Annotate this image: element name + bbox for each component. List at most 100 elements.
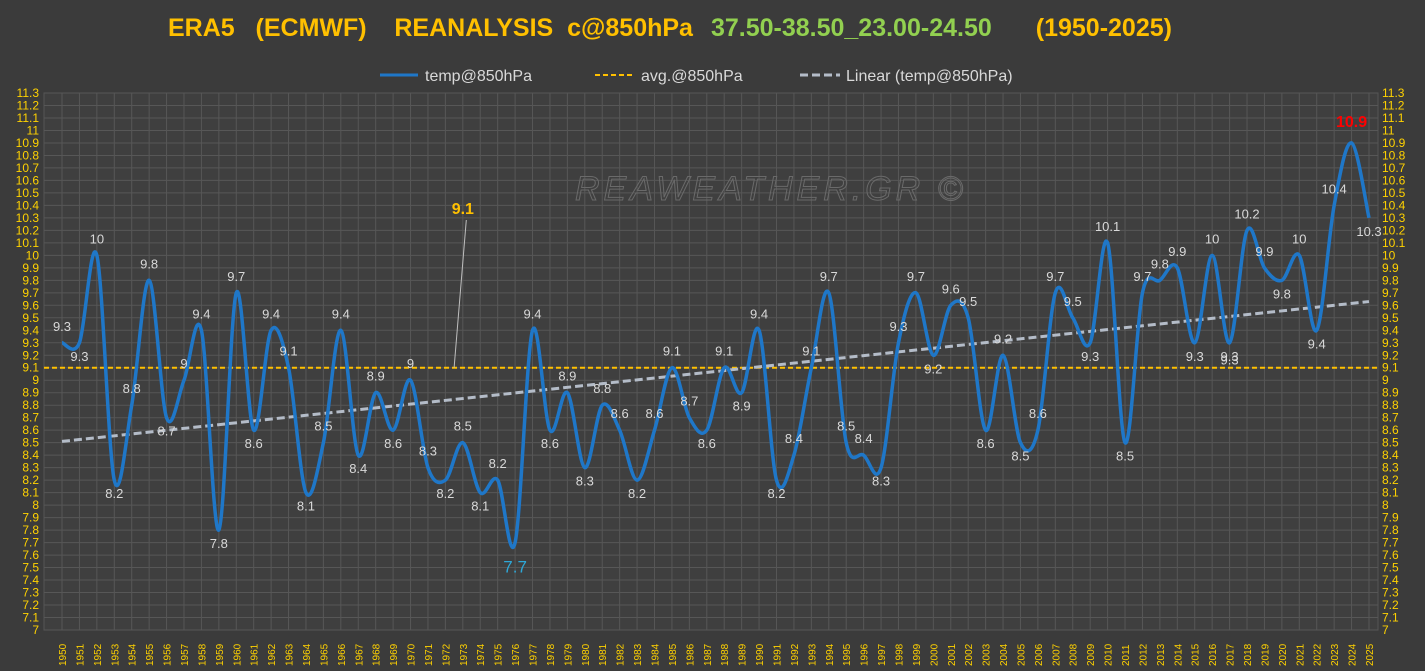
data-label: 8.4 bbox=[785, 431, 803, 446]
x-tick-label: 2001 bbox=[947, 643, 958, 666]
x-tick-label: 1992 bbox=[790, 643, 801, 666]
data-label: 7.8 bbox=[210, 536, 228, 551]
data-label: 8.8 bbox=[593, 381, 611, 396]
x-tick-label: 2002 bbox=[964, 643, 975, 666]
x-tick-label: 1999 bbox=[912, 643, 923, 666]
y-tick-label-right: 7.6 bbox=[1382, 548, 1399, 562]
y-tick-label-right: 8.2 bbox=[1382, 473, 1399, 487]
x-tick-label: 2019 bbox=[1260, 643, 1271, 666]
x-tick-label: 1968 bbox=[372, 643, 383, 666]
y-tick-label-left: 8.7 bbox=[22, 411, 39, 425]
x-tick-label: 1982 bbox=[616, 643, 627, 666]
y-tick-label-right: 7.1 bbox=[1382, 611, 1399, 625]
data-label: 8.6 bbox=[645, 406, 663, 421]
x-tick-label: 1957 bbox=[180, 643, 191, 666]
axis-ticks: 7 77.1 7.17.2 7.27.3 7.37.4 7.47.5 7.57.6 7.67.… bbox=[16, 86, 1406, 666]
x-tick-label: 1966 bbox=[337, 643, 348, 666]
y-tick-label-right: 8.7 bbox=[1382, 411, 1399, 425]
x-tick-label: 1953 bbox=[110, 643, 121, 666]
data-label: 8.2 bbox=[105, 486, 123, 501]
data-label: 10.9 bbox=[1336, 114, 1367, 131]
x-tick-label: 2017 bbox=[1226, 643, 1237, 666]
data-label: 9.3 bbox=[70, 349, 88, 364]
legend-avg-label: avg.@850hPa bbox=[641, 68, 743, 85]
data-label: 9.8 bbox=[1273, 286, 1291, 301]
title-part-3: (1950-2025) bbox=[1036, 14, 1172, 42]
x-tick-label: 1970 bbox=[407, 643, 418, 666]
temp-line-path bbox=[61, 141, 1371, 549]
chart-title: ERA5 (ECMWF) REANALYSIS c@850hPa 37.50-38… bbox=[168, 14, 1172, 42]
data-label: 9.7 bbox=[907, 269, 925, 284]
data-label: 9.4 bbox=[750, 306, 768, 321]
y-tick-label-left: 7.8 bbox=[22, 523, 39, 537]
x-tick-label: 1979 bbox=[563, 643, 574, 666]
y-tick-label-left: 7.3 bbox=[22, 586, 39, 600]
x-tick-label: 2013 bbox=[1156, 643, 1167, 666]
data-label: 9.8 bbox=[140, 256, 158, 271]
y-tick-label-left: 10.3 bbox=[16, 211, 40, 225]
data-label: 8.2 bbox=[489, 456, 507, 471]
data-label: 10 bbox=[1292, 231, 1306, 246]
data-label: 8.3 bbox=[872, 474, 890, 489]
x-tick-label: 1974 bbox=[476, 643, 487, 666]
x-tick-label: 2023 bbox=[1330, 643, 1341, 666]
y-tick-label-right: 10.5 bbox=[1382, 186, 1406, 200]
x-tick-label: 1976 bbox=[511, 643, 522, 666]
y-tick-label-right: 9.7 bbox=[1382, 286, 1399, 300]
trend-line-path bbox=[61, 300, 1370, 443]
y-tick-label-right: 8.6 bbox=[1382, 423, 1399, 437]
data-label: 9.4 bbox=[523, 306, 541, 321]
y-tick-label-right: 8.1 bbox=[1382, 486, 1399, 500]
y-tick-label-left: 10.4 bbox=[16, 198, 40, 212]
x-tick-label: 1988 bbox=[720, 643, 731, 666]
x-tick-label: 1971 bbox=[424, 643, 435, 666]
title-part-1: ERA5 (ECMWF) REANALYSIS c@850hPa bbox=[168, 14, 694, 42]
data-label: 9.1 bbox=[663, 344, 681, 359]
data-label: 10 bbox=[90, 231, 104, 246]
y-tick-label-left: 7 bbox=[32, 623, 39, 637]
x-tick-label: 1961 bbox=[250, 643, 261, 666]
y-tick-label-right: 9.6 bbox=[1382, 298, 1399, 312]
x-tick-label: 1954 bbox=[128, 643, 139, 666]
x-tick-label: 2010 bbox=[1104, 643, 1115, 666]
average-callout-leader bbox=[453, 219, 467, 368]
average-callout-label: 9.1 bbox=[452, 201, 474, 218]
data-label: 8.6 bbox=[245, 436, 263, 451]
x-tick-label: 1990 bbox=[755, 643, 766, 666]
y-tick-label-right: 9.5 bbox=[1382, 311, 1399, 325]
data-label: 8.3 bbox=[419, 444, 437, 459]
data-label: 9 bbox=[407, 356, 414, 371]
y-tick-label-right: 7.7 bbox=[1382, 536, 1399, 550]
y-tick-label-right: 9.9 bbox=[1382, 261, 1399, 275]
x-tick-label: 2016 bbox=[1208, 643, 1219, 666]
y-tick-label-right: 11.1 bbox=[1382, 111, 1405, 125]
y-tick-label-right: 9.8 bbox=[1382, 273, 1399, 287]
x-tick-label: 1950 bbox=[58, 643, 69, 666]
y-tick-label-left: 7.7 bbox=[22, 536, 39, 550]
data-label: 10.3 bbox=[1356, 224, 1381, 239]
data-label: 8.3 bbox=[576, 474, 594, 489]
x-tick-label: 2014 bbox=[1173, 643, 1184, 666]
data-label: 8.5 bbox=[314, 419, 332, 434]
data-label: 8.7 bbox=[158, 424, 176, 439]
data-label: 9.3 bbox=[889, 319, 907, 334]
y-tick-label-left: 7.5 bbox=[22, 561, 39, 575]
x-tick-label: 1975 bbox=[494, 643, 505, 666]
data-label: 9.2 bbox=[924, 361, 942, 376]
data-label: 9.4 bbox=[192, 306, 210, 321]
y-tick-label-left: 9.8 bbox=[22, 273, 39, 287]
data-label: 8.6 bbox=[977, 436, 995, 451]
y-tick-label-right: 10.4 bbox=[1382, 198, 1406, 212]
data-label: 8.2 bbox=[436, 486, 454, 501]
y-tick-label-left: 10.1 bbox=[16, 236, 40, 250]
y-tick-label-left: 8.1 bbox=[22, 486, 39, 500]
x-tick-label: 1989 bbox=[738, 643, 749, 666]
x-tick-label: 2003 bbox=[982, 643, 993, 666]
average-line-label: 9.3 bbox=[1221, 353, 1239, 368]
data-label: 9.7 bbox=[1133, 269, 1151, 284]
data-label: 9.4 bbox=[332, 306, 350, 321]
data-label: 8.6 bbox=[1029, 406, 1047, 421]
x-tick-label: 1998 bbox=[894, 643, 905, 666]
y-tick-label-left: 10.8 bbox=[16, 148, 40, 162]
data-label: 8.5 bbox=[1011, 449, 1029, 464]
